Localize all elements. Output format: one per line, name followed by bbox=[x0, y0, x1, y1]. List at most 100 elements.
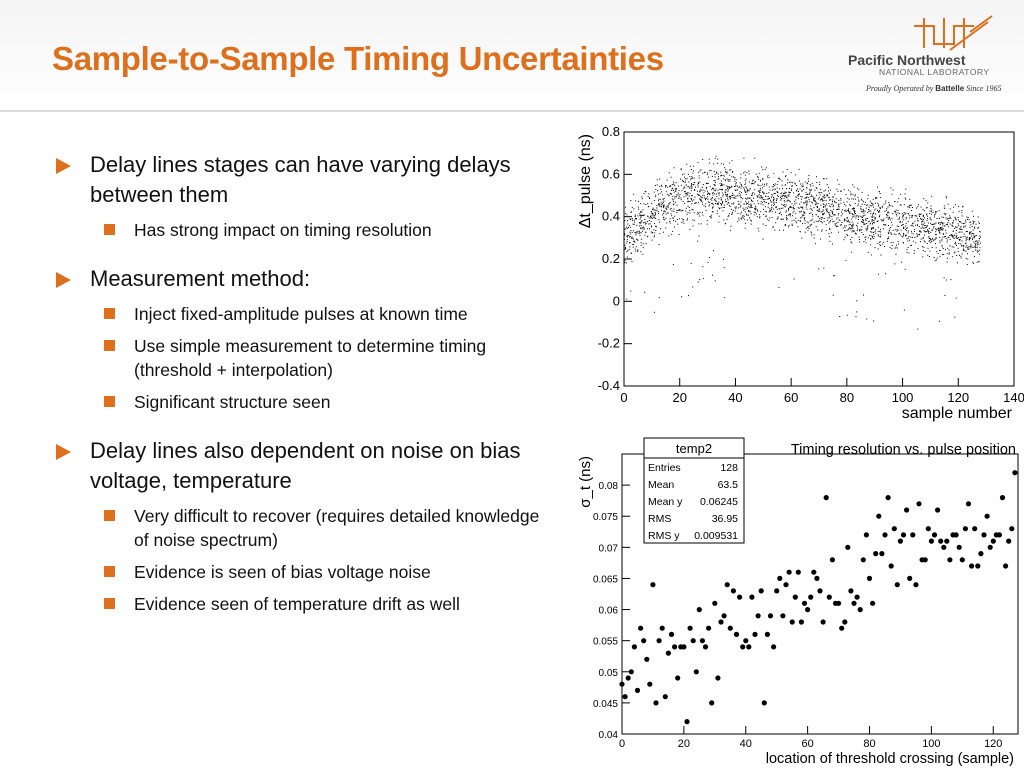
scatter-point bbox=[912, 236, 913, 238]
scatter-point bbox=[836, 209, 838, 211]
scatter-point bbox=[955, 218, 957, 220]
scatter-point bbox=[895, 213, 897, 215]
scatter-point bbox=[860, 207, 862, 209]
scatter-point bbox=[846, 210, 848, 211]
scatter-point bbox=[684, 182, 686, 184]
scatter-point bbox=[874, 218, 876, 220]
scatter-point bbox=[978, 227, 980, 229]
scatter-point bbox=[915, 242, 917, 244]
scatter-point bbox=[845, 260, 847, 261]
scatter-point bbox=[752, 192, 754, 194]
scatter-point bbox=[625, 247, 626, 249]
scatter-point bbox=[674, 197, 676, 199]
scatter-point bbox=[665, 217, 667, 219]
scatter-point bbox=[947, 236, 949, 238]
scatter-point bbox=[831, 211, 833, 213]
scatter-point bbox=[647, 206, 649, 208]
scatter-point bbox=[975, 249, 976, 251]
scatter-point bbox=[956, 245, 957, 246]
scatter-point bbox=[945, 237, 947, 239]
scatter-point bbox=[676, 212, 678, 214]
scatter-point bbox=[903, 234, 905, 236]
scatter-point bbox=[656, 179, 658, 181]
scatter-point bbox=[872, 215, 874, 217]
scatter-point bbox=[727, 187, 728, 189]
data-point bbox=[938, 538, 944, 544]
scatter-point bbox=[648, 220, 650, 221]
data-point bbox=[668, 631, 675, 637]
scatter-point bbox=[941, 223, 943, 224]
scatter-point bbox=[804, 181, 806, 183]
scatter-point bbox=[675, 189, 677, 191]
scatter-point bbox=[863, 209, 865, 211]
scatter-point bbox=[860, 206, 862, 208]
scatter-point bbox=[720, 171, 722, 173]
scatter-point bbox=[869, 200, 871, 202]
scatter-point bbox=[811, 209, 813, 211]
scatter-point bbox=[965, 225, 967, 227]
scatter-point bbox=[637, 249, 639, 251]
scatter-point bbox=[928, 232, 930, 234]
scatter-point bbox=[767, 198, 769, 200]
scatter-point bbox=[635, 218, 637, 220]
scatter-point bbox=[680, 197, 682, 199]
scatter-point bbox=[693, 177, 695, 179]
scatter-point bbox=[814, 203, 816, 205]
scatter-point bbox=[764, 183, 765, 185]
scatter-point bbox=[685, 210, 687, 212]
scatter-point bbox=[926, 214, 928, 216]
scatter-point bbox=[851, 225, 853, 227]
scatter-point bbox=[915, 224, 916, 226]
scatter-point bbox=[706, 183, 708, 184]
scatter-point bbox=[941, 238, 943, 240]
scatter-point bbox=[902, 236, 904, 238]
scatter-point bbox=[736, 182, 737, 184]
scatter-point bbox=[967, 247, 969, 249]
scatter-point bbox=[691, 187, 693, 189]
scatter-point bbox=[912, 233, 914, 235]
scatter-point bbox=[754, 209, 756, 211]
scatter-point bbox=[707, 196, 708, 198]
scatter-point bbox=[734, 206, 736, 208]
scatter-point bbox=[669, 202, 671, 203]
scatter-point bbox=[754, 181, 756, 183]
scatter-point bbox=[713, 163, 715, 165]
scatter-point bbox=[852, 227, 854, 229]
scatter-point bbox=[914, 231, 915, 232]
scatter-point bbox=[780, 195, 782, 197]
data-point bbox=[718, 619, 724, 625]
scatter-point bbox=[863, 294, 864, 296]
scatter-point bbox=[665, 227, 667, 229]
scatter-point bbox=[810, 212, 812, 214]
scatter-point bbox=[839, 220, 841, 222]
scatter-point bbox=[813, 199, 814, 201]
scatter-point bbox=[829, 236, 831, 238]
scatter-point bbox=[954, 217, 956, 219]
scatter-point bbox=[888, 216, 890, 218]
scatter-point bbox=[823, 267, 825, 269]
scatter-point bbox=[779, 179, 781, 181]
scatter-point bbox=[625, 228, 627, 230]
scatter-point bbox=[830, 199, 832, 201]
scatter-point bbox=[841, 209, 843, 211]
scatter-point bbox=[959, 231, 961, 233]
scatter-point bbox=[898, 226, 900, 227]
scatter-point bbox=[953, 236, 955, 238]
scatter-point bbox=[897, 201, 899, 203]
scatter-point bbox=[934, 260, 936, 262]
scatter-point bbox=[688, 200, 690, 202]
scatter-point bbox=[931, 247, 933, 248]
scatter-point bbox=[923, 217, 925, 219]
scatter-point bbox=[691, 183, 692, 185]
scatter-point bbox=[796, 222, 798, 224]
scatter-point bbox=[930, 239, 932, 241]
scatter-point bbox=[650, 215, 652, 217]
scatter-point bbox=[799, 221, 801, 223]
scatter-point bbox=[939, 229, 941, 231]
scatter-point bbox=[792, 208, 794, 210]
scatter-point bbox=[706, 187, 708, 188]
scatter-point bbox=[937, 253, 939, 255]
scatter-point bbox=[728, 188, 730, 190]
scatter-point bbox=[771, 201, 773, 203]
scatter-point bbox=[728, 186, 730, 188]
